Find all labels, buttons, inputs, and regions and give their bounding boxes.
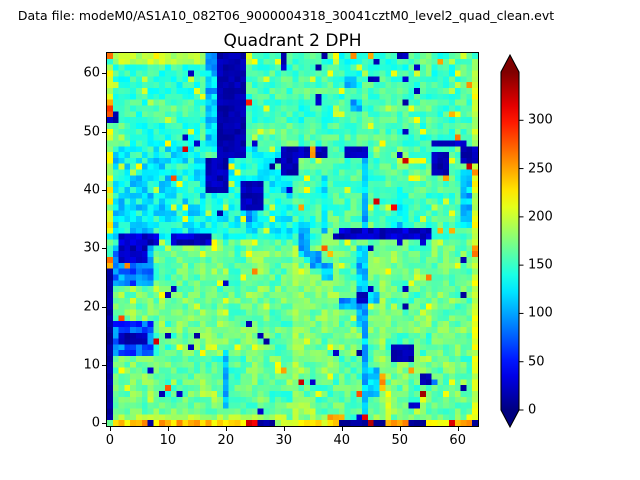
- x-tick-mark: [283, 427, 285, 431]
- y-tick-mark: [102, 248, 106, 250]
- y-tick-label: 30: [83, 240, 100, 256]
- y-tick-label: 50: [83, 124, 100, 140]
- y-tick-label: 0: [91, 415, 100, 431]
- x-tick-mark: [399, 427, 401, 431]
- x-tick-mark: [457, 427, 459, 431]
- y-tick-mark: [102, 73, 106, 75]
- x-tick-label: 40: [333, 433, 351, 448]
- x-tick-label: 60: [449, 433, 466, 448]
- x-tick-mark: [341, 427, 343, 431]
- colorbar-tick-label: 0: [528, 402, 537, 418]
- colorbar-tick-marks: [519, 119, 524, 411]
- x-tick-mark: [225, 427, 227, 431]
- y-tick-mark: [102, 364, 106, 366]
- y-tick-mark: [102, 189, 106, 191]
- x-tick-label: 50: [391, 433, 409, 448]
- colorbar-tick-label: 150: [528, 257, 553, 273]
- y-tick-label: 60: [83, 65, 100, 81]
- colorbar-tick-label: 50: [528, 354, 545, 370]
- y-tick-label: 40: [83, 182, 100, 198]
- x-tick-label: 30: [275, 433, 293, 448]
- colorbar-tick-label: 300: [528, 112, 553, 128]
- x-tick-mark: [109, 427, 111, 431]
- x-tick-mark: [167, 427, 169, 431]
- y-tick-mark: [102, 131, 106, 133]
- y-tick-label: 10: [83, 357, 100, 373]
- colorbar-bar: [500, 53, 520, 429]
- colorbar: [500, 53, 524, 429]
- colorbar-tick-label: 200: [528, 209, 553, 225]
- x-tick-label: 0: [105, 433, 115, 448]
- y-tick-mark: [102, 423, 106, 425]
- axes-title: Quadrant 2 DPH: [223, 31, 362, 51]
- data-file-label: Data file: modeM0/AS1A10_082T06_90000043…: [17, 8, 555, 23]
- y-tick-mark: [102, 306, 106, 308]
- dph-heatmap: [106, 52, 479, 427]
- y-tick-label: 20: [83, 299, 100, 315]
- x-tick-label: 10: [159, 433, 177, 448]
- colorbar-tick-label: 250: [528, 161, 553, 177]
- x-tick-label: 20: [217, 433, 235, 448]
- colorbar-tick-label: 100: [528, 305, 553, 321]
